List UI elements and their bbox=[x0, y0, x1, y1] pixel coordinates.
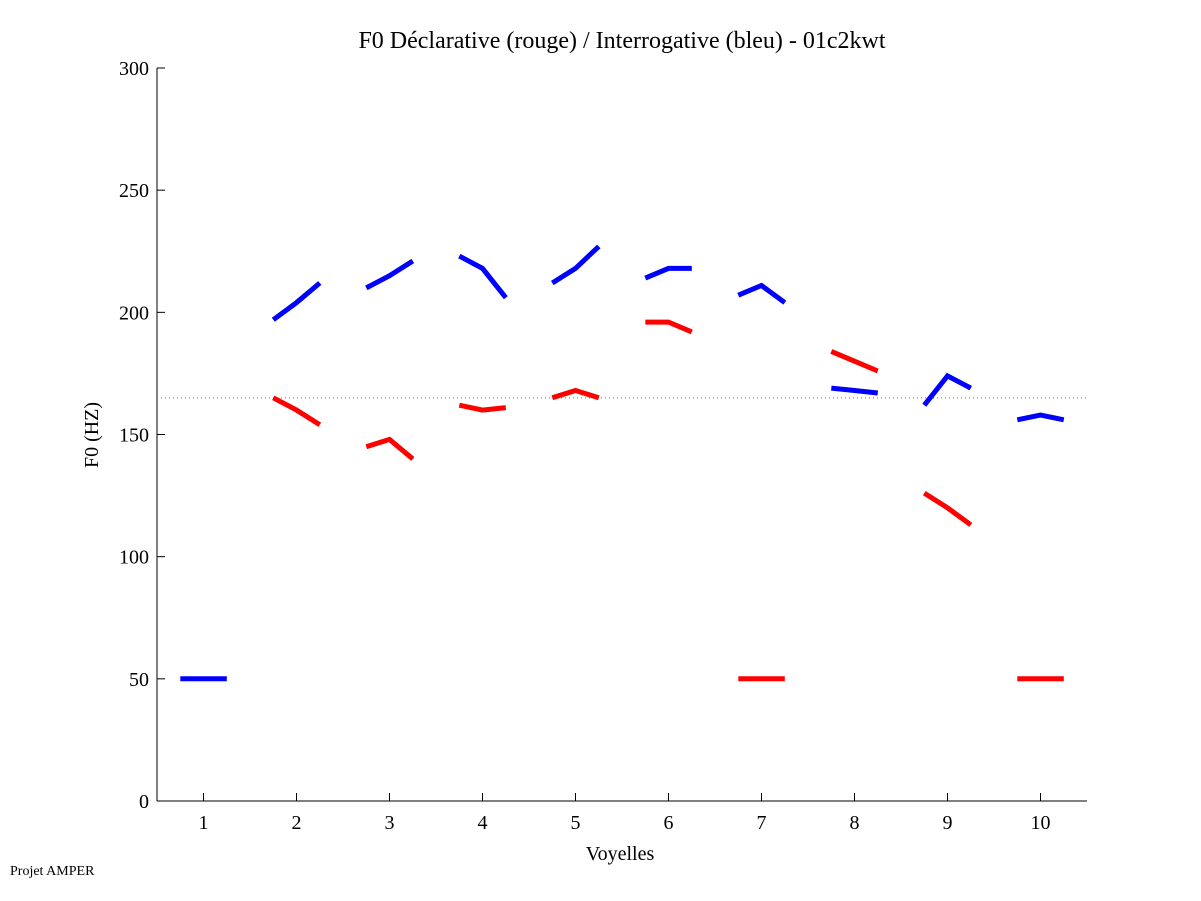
declarative-segment-2 bbox=[272, 395, 322, 427]
y-axis-label: F0 (HZ) bbox=[81, 402, 103, 468]
interrogative-segment-5 bbox=[550, 244, 601, 286]
y-tick-label: 250 bbox=[119, 180, 149, 202]
x-tick-label: 1 bbox=[199, 812, 209, 834]
x-tick-label: 10 bbox=[1031, 812, 1051, 834]
x-axis-label: Voyelles bbox=[586, 843, 655, 865]
x-tick-label: 4 bbox=[478, 812, 488, 834]
y-tick-label: 0 bbox=[139, 791, 149, 813]
declarative-segment-5 bbox=[551, 387, 600, 401]
declarative-segment-8 bbox=[830, 349, 879, 374]
interrogative-segment-6 bbox=[644, 265, 692, 281]
chart-title: F0 Déclarative (rouge) / Interrogative (… bbox=[358, 28, 885, 54]
x-tick-label: 5 bbox=[571, 812, 581, 834]
x-tick-label: 2 bbox=[292, 812, 302, 834]
x-tick-label: 6 bbox=[664, 812, 674, 834]
interrogative-segment-8 bbox=[831, 385, 879, 396]
y-tick-label: 300 bbox=[119, 58, 149, 80]
declarative-segment-3 bbox=[365, 436, 415, 461]
declarative-segment-4 bbox=[458, 402, 507, 413]
interrogative-segment-10 bbox=[1016, 412, 1065, 423]
y-tick-label: 200 bbox=[119, 302, 149, 324]
declarative-segment-6 bbox=[645, 319, 693, 335]
interrogative-segment-4 bbox=[458, 253, 508, 300]
x-tick-label: 9 bbox=[943, 812, 953, 834]
declarative-segment-9 bbox=[922, 490, 973, 527]
footer-credit: Projet AMPER bbox=[10, 864, 95, 879]
interrogative-segment-3 bbox=[365, 258, 415, 291]
y-tick-label: 100 bbox=[119, 547, 149, 569]
y-tick-label: 50 bbox=[129, 669, 149, 691]
interrogative-segment-7 bbox=[737, 282, 787, 305]
x-tick-label: 8 bbox=[850, 812, 860, 834]
x-tick-label: 7 bbox=[757, 812, 767, 834]
plot-marks bbox=[157, 244, 1087, 682]
x-tick-label: 3 bbox=[385, 812, 395, 834]
interrogative-segment-9 bbox=[922, 372, 972, 407]
axes: 0 50 100 150 200 250 300 1 2 3 4 5 6 7 8 9 10 bbox=[119, 58, 1087, 834]
y-tick-label: 150 bbox=[119, 425, 149, 447]
interrogative-segment-2 bbox=[271, 281, 322, 322]
